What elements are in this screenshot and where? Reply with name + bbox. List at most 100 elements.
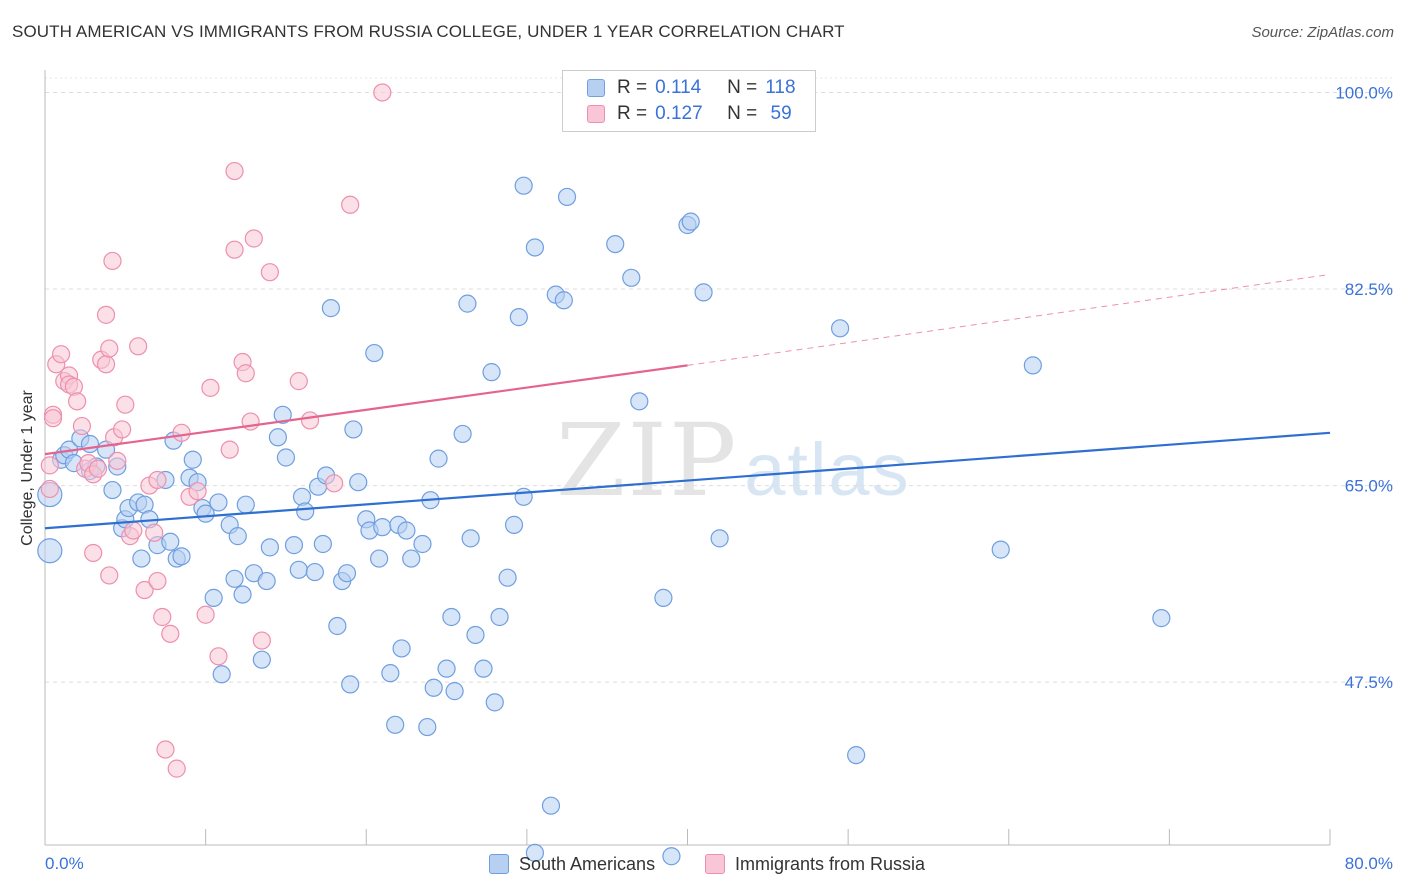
point-south-american (212, 665, 231, 684)
point-south-american (392, 639, 411, 658)
point-south-american (445, 682, 464, 701)
point-south-american (557, 187, 577, 207)
point-russia (51, 345, 71, 364)
legend-n-label: N = (727, 77, 758, 98)
point-russia (252, 631, 271, 650)
point-russia (148, 470, 167, 490)
bottom-legend-label: South Americans (519, 853, 656, 874)
y-tick-label: 100.0% (1335, 83, 1393, 102)
point-south-american (490, 607, 509, 627)
point-south-american (418, 717, 437, 737)
legend-swatch-pink (587, 105, 605, 123)
point-south-american (276, 448, 296, 467)
point-russia (100, 566, 119, 585)
point-south-american (458, 294, 477, 313)
watermark: ZIPatlas (556, 402, 909, 519)
point-south-american (284, 536, 304, 555)
point-russia (188, 482, 207, 501)
point-russia (289, 372, 308, 391)
point-russia (103, 251, 122, 271)
point-russia (116, 395, 135, 414)
point-south-american (305, 562, 324, 582)
point-south-american (622, 268, 641, 287)
point-south-american (321, 299, 341, 318)
point-russia (112, 420, 132, 439)
legend-r-label: R = (617, 103, 648, 124)
point-russia (68, 392, 87, 411)
point-south-american (381, 664, 400, 683)
x-tick-label: 80.0% (1345, 854, 1393, 873)
point-russia (225, 161, 244, 181)
point-russia (172, 423, 191, 442)
point-russia (201, 378, 220, 397)
point-south-american (847, 746, 866, 765)
point-south-american (80, 434, 100, 454)
point-south-american (694, 283, 713, 302)
point-south-american (328, 616, 347, 636)
y-tick-label: 65.0% (1345, 477, 1393, 496)
bottom-legend-label: Immigrants from Russia (735, 853, 926, 874)
legend-n-value: 118 (765, 77, 796, 98)
legend-row-south-americans: R = 0.114 N = 118 (587, 76, 796, 100)
legend-swatch-blue (587, 79, 605, 97)
bottom-legend-swatch-pink (705, 854, 725, 874)
point-south-american (453, 424, 472, 444)
point-south-american (296, 502, 315, 521)
point-south-american (365, 343, 384, 363)
point-south-american (204, 588, 223, 607)
legend-r-label: R = (617, 77, 648, 98)
point-south-american (662, 847, 681, 866)
legend-r-value: 0.127 (655, 103, 703, 124)
point-russia (153, 607, 172, 627)
point-russia (244, 229, 263, 248)
bottom-legend-russia: Immigrants from Russia (705, 852, 925, 876)
point-south-american (466, 625, 485, 645)
point-russia (129, 337, 148, 356)
point-russia (236, 364, 255, 383)
point-russia (96, 355, 116, 374)
point-russia (43, 409, 63, 428)
legend-row-russia: R = 0.127 N = 59 (587, 102, 792, 126)
point-south-american (273, 405, 292, 424)
point-south-american (252, 650, 271, 669)
point-south-american (437, 659, 456, 678)
point-south-american (236, 495, 255, 514)
point-south-american (424, 678, 443, 697)
point-south-american (132, 549, 151, 568)
point-south-american (461, 529, 480, 548)
point-south-american (514, 176, 533, 195)
point-south-american (525, 843, 545, 862)
x-tick-label: 0.0% (45, 854, 84, 873)
point-russia (225, 240, 244, 259)
point-russia (300, 411, 320, 430)
point-south-american (485, 693, 504, 712)
point-south-american (260, 538, 279, 557)
point-south-american (525, 238, 545, 257)
point-russia (260, 263, 279, 282)
point-russia (40, 456, 59, 475)
y-tick-label: 82.5% (1345, 280, 1393, 299)
bottom-legend-south-americans: South Americans (489, 852, 655, 876)
point-south-american (337, 564, 357, 583)
point-south-american (514, 487, 533, 506)
point-south-american (341, 675, 360, 694)
point-south-american (313, 534, 332, 554)
point-south-american (228, 527, 247, 546)
point-russia (145, 523, 164, 542)
point-russia (72, 416, 92, 436)
point-south-american (474, 659, 493, 678)
point-south-american (183, 450, 202, 469)
point-russia (84, 543, 103, 563)
point-south-american (397, 521, 416, 540)
point-south-american (233, 585, 252, 604)
point-russia (167, 759, 186, 778)
point-russia (96, 305, 116, 324)
point-russia (88, 459, 108, 478)
point-south-american (1152, 609, 1171, 628)
point-south-american (289, 560, 308, 579)
point-south-american (225, 569, 244, 588)
point-south-american (172, 547, 191, 566)
point-south-american (103, 480, 122, 500)
bottom-legend-swatch-blue (489, 854, 509, 874)
y-tick-label: 47.5% (1345, 673, 1393, 692)
